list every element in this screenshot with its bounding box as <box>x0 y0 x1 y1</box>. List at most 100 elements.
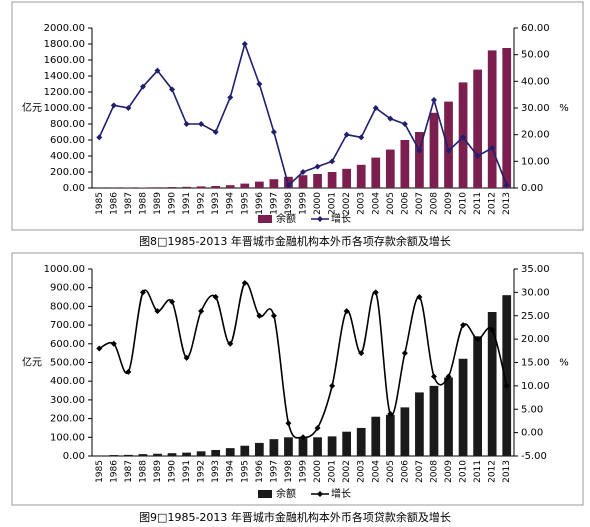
x-tick-label: 2010 <box>459 460 469 483</box>
bar <box>138 454 148 456</box>
line-marker <box>489 326 496 333</box>
y-tick-label: 100.00 <box>50 432 85 443</box>
line-marker <box>183 354 190 361</box>
y2-tick-label: 5.00 <box>521 404 543 415</box>
bar <box>385 149 395 188</box>
line-marker <box>96 345 103 352</box>
line-marker <box>125 105 132 111</box>
bar <box>240 445 250 456</box>
y2-tick-label: -5.00 <box>521 451 547 462</box>
y-tick-label: 400.00 <box>50 376 85 387</box>
y-tick-label: 400.00 <box>50 151 85 162</box>
bar <box>415 392 424 456</box>
y-tick-label: 600.00 <box>50 339 85 350</box>
y2-axis-label: % <box>559 358 569 369</box>
x-tick-label: 2003 <box>357 192 367 215</box>
y2-tick-label: 10.00 <box>521 381 550 392</box>
y-tick-label: 600.00 <box>50 135 85 146</box>
x-tick-label: 2000 <box>313 460 323 483</box>
bar <box>400 407 410 456</box>
x-tick-label: 2004 <box>371 192 381 215</box>
x-tick-label: 1993 <box>211 460 221 483</box>
line-marker <box>387 115 394 122</box>
bar <box>196 451 206 456</box>
x-tick-label: 2012 <box>488 460 498 483</box>
bar <box>327 436 337 456</box>
line-marker <box>358 134 365 141</box>
line-marker <box>372 105 379 111</box>
line-marker <box>372 289 379 296</box>
x-tick-label: 2006 <box>400 460 410 483</box>
y2-tick-label: 20.00 <box>521 130 550 141</box>
y-tick-label: 1800.00 <box>44 39 85 50</box>
bar <box>444 377 453 456</box>
line-marker <box>139 289 146 296</box>
line-marker <box>401 350 408 357</box>
x-tick-label: 1995 <box>240 192 250 215</box>
x-tick-label: 2007 <box>415 192 425 215</box>
line-marker <box>474 153 481 159</box>
line-marker <box>285 420 292 427</box>
line-marker <box>314 424 321 431</box>
bar <box>196 186 206 188</box>
x-tick-label: 1999 <box>299 192 309 215</box>
x-tick-label: 2001 <box>328 192 338 215</box>
x-tick-label: 1986 <box>109 460 119 483</box>
line-marker <box>198 308 205 315</box>
legend-marker <box>317 216 323 222</box>
line-marker <box>300 434 306 441</box>
y-tick-label: 1000.00 <box>44 103 85 114</box>
line-marker <box>169 86 176 93</box>
bar <box>487 312 497 456</box>
x-tick-label: 1987 <box>124 192 134 215</box>
y2-tick-label: 15.00 <box>521 358 550 369</box>
line-marker <box>460 322 467 329</box>
bar <box>371 157 381 188</box>
chart-frame <box>11 252 584 506</box>
line-marker <box>227 340 234 347</box>
y2-axis-label: % <box>559 103 569 114</box>
x-tick-label: 1987 <box>124 460 134 483</box>
x-tick-label: 2009 <box>444 192 454 215</box>
y-tick-label: 800.00 <box>50 119 85 130</box>
bar <box>371 416 381 456</box>
y-tick-label: 900.00 <box>50 283 85 294</box>
y2-tick-label: 20.00 <box>521 334 550 345</box>
bar <box>502 48 512 188</box>
bar <box>225 185 235 188</box>
bar <box>429 112 439 188</box>
y-tick-label: 500.00 <box>50 358 85 369</box>
x-tick-label: 1991 <box>182 192 192 215</box>
bar <box>327 172 337 188</box>
x-tick-label: 2003 <box>357 460 367 483</box>
bar <box>356 164 366 188</box>
x-tick-label: 1995 <box>240 460 250 483</box>
x-tick-label: 2013 <box>502 460 512 483</box>
y-tick-label: 700.00 <box>50 320 85 331</box>
bar <box>400 140 410 188</box>
x-tick-label: 1993 <box>211 192 221 215</box>
line-marker <box>503 182 510 189</box>
y-tick-label: 0.00 <box>63 183 85 194</box>
y2-tick-label: 40.00 <box>521 76 550 87</box>
bar <box>269 439 279 456</box>
line-marker <box>227 94 234 101</box>
legend-label: 增长 <box>331 212 351 225</box>
x-tick-label: 1990 <box>168 460 178 483</box>
line-marker <box>489 145 496 151</box>
x-tick-label: 2012 <box>488 192 498 215</box>
line-marker <box>416 147 423 154</box>
x-tick-label: 2007 <box>415 460 425 483</box>
x-tick-label: 2001 <box>328 460 338 483</box>
line-marker <box>358 350 365 357</box>
y2-tick-label: 50.00 <box>521 50 550 61</box>
bar <box>502 295 512 456</box>
legend-label: 余额 <box>276 487 296 500</box>
bar <box>211 450 221 456</box>
line-marker <box>110 102 117 109</box>
x-tick-label: 2008 <box>429 192 439 215</box>
line-marker <box>270 129 277 135</box>
bar <box>458 358 468 456</box>
